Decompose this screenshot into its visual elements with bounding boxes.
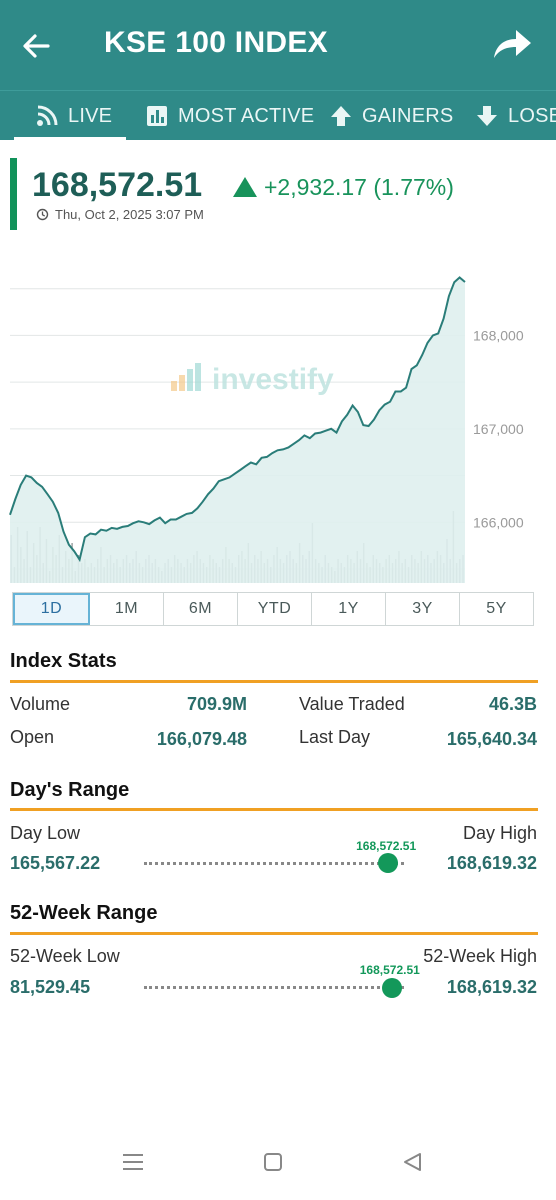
back-triangle-icon[interactable]	[402, 1152, 422, 1172]
volume-value: 709.9M	[186, 694, 247, 714]
value-traded-label: Value Traded	[299, 694, 405, 714]
tab-live[interactable]: LIVE	[36, 91, 112, 140]
week52-range-rule	[10, 932, 538, 935]
last-day-value: 165,640.34	[446, 729, 537, 749]
price-accent-bar	[10, 158, 17, 230]
bar-chart-icon	[147, 106, 167, 126]
timestamp: Thu, Oct 2, 2025 3:07 PM	[36, 207, 204, 222]
y-tick-label: 167,000	[473, 421, 524, 437]
last-day-label: Last Day	[299, 727, 371, 747]
watermark-text: investify	[212, 363, 334, 396]
day-low-label: Day Low	[10, 823, 81, 843]
share-icon[interactable]	[490, 24, 534, 64]
tab-live-label: LIVE	[68, 104, 113, 127]
index-price: 168,572.51	[32, 166, 203, 204]
arrow-left-icon[interactable]	[18, 28, 54, 64]
refresh-clock-icon	[36, 208, 49, 221]
week52-low-label: 52-Week Low	[10, 946, 120, 966]
range-button-1d[interactable]: 1D	[13, 593, 90, 625]
day-range-knob	[378, 853, 399, 873]
page-title: KSE 100 INDEX	[104, 26, 328, 59]
y-axis-ticks: 168,000 167,000 166,000	[473, 327, 524, 530]
week52-high-label: 52-Week High	[423, 946, 537, 966]
arrow-down-icon	[477, 106, 497, 126]
day-high-value: 168,619.32	[446, 853, 537, 873]
price-chart[interactable]: investify 168,000 167,000 166,000	[0, 236, 556, 586]
value-traded-value: 46.3B	[488, 694, 537, 714]
range-selector: 1D 1M 6M YTD 1Y 3Y 5Y	[12, 592, 534, 626]
investify-watermark: investify	[171, 363, 334, 396]
day-high-label: Day High	[462, 823, 537, 843]
range-button-5y[interactable]: 5Y	[486, 600, 507, 617]
week52-low-value: 81,529.45	[10, 977, 91, 997]
tab-gainers[interactable]: GAINERS	[330, 91, 453, 140]
week52-range-title: 52-Week Range	[10, 902, 158, 924]
day-low-value: 165,567.22	[10, 853, 101, 873]
price-change: +2,932.17 (1.77%)	[264, 174, 454, 200]
open-value: 166,079.48	[156, 729, 247, 749]
index-stats-rule	[10, 680, 538, 683]
arrow-up-icon	[331, 106, 351, 126]
tab-losers-label: LOSERS	[508, 104, 556, 127]
index-stats-title: Index Stats	[10, 650, 117, 672]
timestamp-text: Thu, Oct 2, 2025 3:07 PM	[55, 207, 204, 222]
volume-label: Volume	[10, 694, 71, 714]
price-area	[10, 277, 465, 583]
tab-most-active[interactable]: MOST ACTIVE	[146, 91, 314, 140]
range-button-ytd[interactable]: YTD	[238, 593, 312, 625]
day-range-track	[144, 862, 404, 865]
week52-range-knob	[381, 978, 402, 998]
tab-losers[interactable]: LOSERS	[476, 91, 556, 140]
y-tick-label: 168,000	[473, 327, 524, 343]
days-range-rule	[10, 808, 538, 811]
range-button-1y[interactable]: 1Y	[312, 593, 386, 625]
range-button-3y[interactable]: 3Y	[386, 593, 460, 625]
week52-current-value: 168,572.51	[359, 963, 420, 977]
range-button-1m[interactable]: 1M	[90, 593, 164, 625]
menu-icon[interactable]	[122, 1152, 144, 1172]
live-signal-icon	[37, 105, 58, 126]
tab-gainers-label: GAINERS	[362, 104, 454, 127]
tab-most-active-label: MOST ACTIVE	[178, 104, 315, 127]
y-tick-label: 166,000	[473, 514, 524, 530]
open-label: Open	[10, 727, 55, 747]
tab-bar: LIVE MOST ACTIVE GAINERS LOSERS	[0, 90, 556, 140]
range-button-6m[interactable]: 6M	[164, 593, 238, 625]
day-current-value: 168,572.51	[356, 839, 417, 853]
tab-indicator	[14, 137, 126, 140]
triangle-up-icon	[233, 177, 257, 197]
week52-high-value: 168,619.32	[446, 977, 537, 997]
app-bar: KSE 100 INDEX	[0, 0, 556, 90]
week52-range-track	[144, 986, 404, 989]
home-square-icon[interactable]	[263, 1152, 283, 1172]
system-nav-bar	[0, 1130, 556, 1200]
days-range-title: Day's Range	[10, 779, 130, 801]
price-line	[9, 276, 466, 563]
